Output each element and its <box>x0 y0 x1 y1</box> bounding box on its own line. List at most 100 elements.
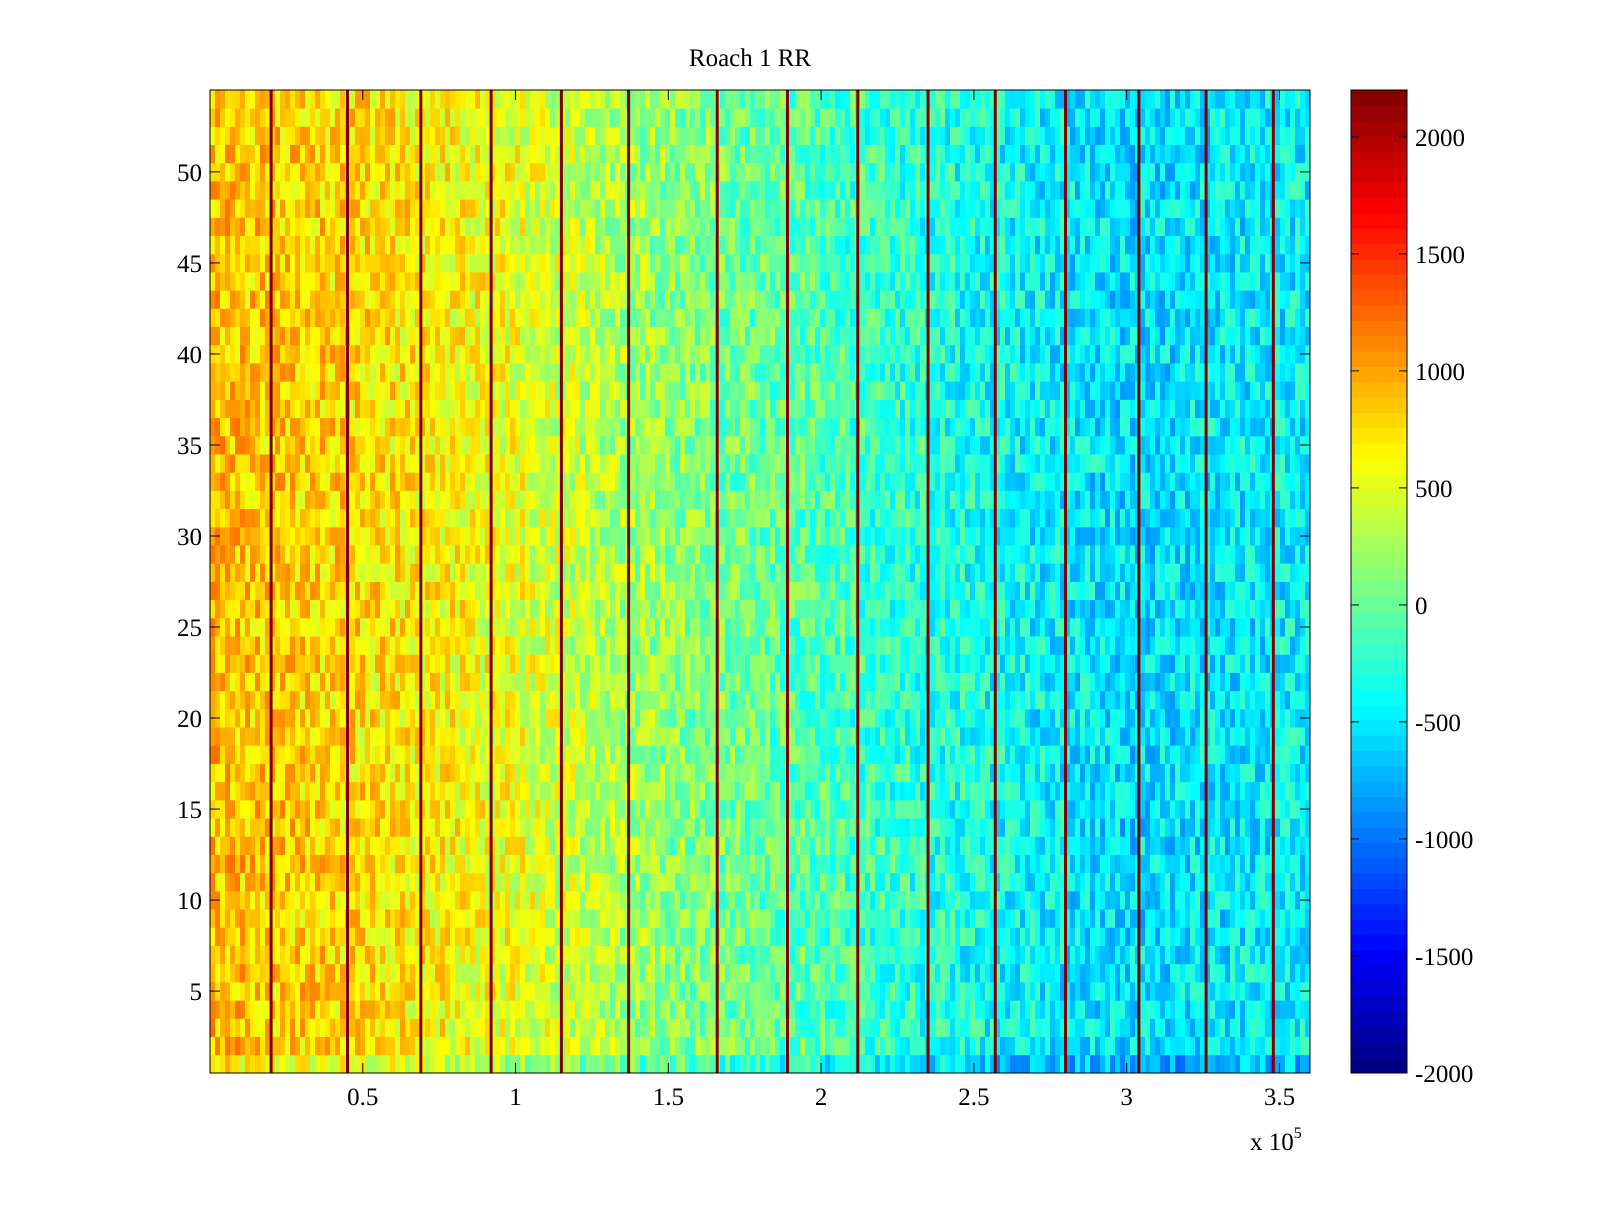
heatmap-cell <box>830 1018 836 1037</box>
heatmap-cell <box>1200 1000 1206 1019</box>
heatmap-cell <box>950 1018 956 1037</box>
heatmap-cell <box>795 909 801 928</box>
heatmap-cell <box>515 836 521 855</box>
heatmap-cell <box>685 836 691 855</box>
heatmap-cell <box>1005 1000 1011 1019</box>
heatmap-cell <box>515 781 521 801</box>
heatmap-cell <box>590 672 596 692</box>
heatmap-cell <box>380 890 386 910</box>
heatmap-cell <box>1025 890 1031 910</box>
heatmap-cell <box>740 927 746 946</box>
heatmap-cell <box>355 1018 361 1037</box>
heatmap-cell <box>295 854 301 874</box>
heatmap-cell <box>1120 745 1126 764</box>
heatmap-cell <box>540 1000 546 1019</box>
heatmap-cell <box>620 708 626 728</box>
heatmap-cell <box>645 672 651 692</box>
heatmap-cell <box>665 836 671 855</box>
heatmap-cell <box>350 981 356 1001</box>
heatmap-cell <box>850 763 856 783</box>
heatmap-cell <box>1295 909 1301 928</box>
heatmap-cell <box>1050 1054 1056 1074</box>
heatmap-cell <box>575 818 581 837</box>
heatmap-cell <box>225 781 231 801</box>
heatmap-cell <box>1035 763 1041 783</box>
heatmap-cell <box>260 890 266 910</box>
heatmap-cell <box>360 981 366 1001</box>
heatmap-cell <box>1045 1000 1051 1019</box>
heatmap-cell <box>935 672 941 692</box>
heatmap-cell <box>790 745 796 764</box>
heatmap-cell <box>765 727 771 746</box>
heatmap-cell <box>460 799 466 819</box>
heatmap-cell <box>1225 872 1231 892</box>
heatmap-cell <box>380 836 386 855</box>
heatmap-cell <box>270 818 276 837</box>
heatmap-cell <box>920 727 926 746</box>
heatmap-cell <box>1190 927 1196 946</box>
heatmap-cell <box>325 927 331 946</box>
heatmap-cell <box>460 945 466 965</box>
heatmap-cell <box>490 654 496 673</box>
heatmap-cell <box>540 1036 546 1056</box>
heatmap-cell <box>1145 1018 1151 1037</box>
heatmap-cell <box>1185 927 1191 946</box>
heatmap-cell <box>960 1018 966 1037</box>
heatmap-cell <box>1295 818 1301 837</box>
heatmap-cell <box>385 690 391 710</box>
heatmap-cell <box>1165 927 1171 946</box>
heatmap-cell <box>935 1018 941 1037</box>
heatmap-cell <box>1245 672 1251 692</box>
heatmap-cell <box>645 690 651 710</box>
heatmap-cell <box>775 1018 781 1037</box>
heatmap-cell <box>1235 1036 1241 1056</box>
heatmap-cell <box>375 708 381 728</box>
heatmap-cell <box>1090 763 1096 783</box>
heatmap-cell <box>1200 963 1206 983</box>
heatmap-cell <box>240 799 246 819</box>
heatmap-cell <box>590 799 596 819</box>
heatmap-cell <box>515 727 521 746</box>
heatmap-cell <box>450 927 456 946</box>
heatmap-cell <box>1220 1018 1226 1037</box>
heatmap-cell <box>905 1000 911 1019</box>
heatmap-cell <box>370 1036 376 1056</box>
heatmap-cell <box>935 781 941 801</box>
heatmap-cell <box>590 1000 596 1019</box>
heatmap-cell <box>990 981 996 1001</box>
heatmap-cell <box>600 1000 606 1019</box>
heatmap-cell <box>1140 1000 1146 1019</box>
heatmap-cell <box>1175 781 1181 801</box>
heatmap-cell <box>650 654 656 673</box>
heatmap-cell <box>945 672 951 692</box>
heatmap-cell <box>660 854 666 874</box>
heatmap-cell <box>740 763 746 783</box>
heatmap-cell <box>720 708 726 728</box>
heatmap-cell <box>810 781 816 801</box>
heatmap-cell <box>400 799 406 819</box>
heatmap-cell <box>310 909 316 928</box>
heatmap-cell <box>1075 799 1081 819</box>
heatmap-cell <box>970 818 976 837</box>
heatmap-cell <box>1300 963 1306 983</box>
heatmap-cell <box>1145 745 1151 764</box>
heatmap-cell <box>955 672 961 692</box>
heatmap-cell <box>525 909 531 928</box>
heatmap-cell <box>275 727 281 746</box>
heatmap-cell <box>315 854 321 874</box>
heatmap-cell <box>750 927 756 946</box>
heatmap-cell <box>310 1000 316 1019</box>
heatmap-cell <box>705 799 711 819</box>
heatmap-cell <box>340 818 346 837</box>
heatmap-cell <box>650 690 656 710</box>
heatmap-cell <box>510 690 516 710</box>
heatmap-cell <box>880 799 886 819</box>
heatmap-cell <box>320 727 326 746</box>
heatmap-cell <box>590 981 596 1001</box>
heatmap-cell <box>450 981 456 1001</box>
heatmap-cell <box>290 708 296 728</box>
heatmap-cell <box>740 745 746 764</box>
heatmap-cell <box>865 890 871 910</box>
heatmap-cell <box>680 763 686 783</box>
heatmap-cell <box>320 672 326 692</box>
